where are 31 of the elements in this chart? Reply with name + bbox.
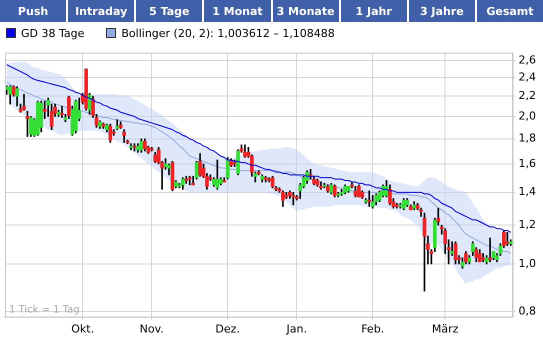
annotation: 1 Tick = 1 Tag <box>9 304 80 316</box>
y-tick-label: 1,6 <box>518 156 536 170</box>
y-tick-label: 2,6 <box>518 53 536 66</box>
y-tick-label: 1,0 <box>518 256 536 270</box>
candlestick <box>26 110 30 137</box>
x-tick-label: Okt. <box>71 322 94 336</box>
legend-label: GD 38 Tage <box>20 27 84 41</box>
candlestick <box>60 106 64 118</box>
candlestick <box>22 94 26 110</box>
y-tick-label: 1,2 <box>518 218 536 231</box>
text: Intraday <box>68 0 134 22</box>
y-tick-label: 1,8 <box>518 132 536 145</box>
text: Push <box>0 0 66 22</box>
y-tick-label: 2,0 <box>518 109 536 122</box>
y-tick-label: 2,2 <box>518 89 536 102</box>
x-tick-label: Nov. <box>140 322 164 336</box>
text: 1 Jahr <box>340 0 407 22</box>
legend-label: Bollinger (20, 2): 1,003612 – 1,108488 <box>120 27 335 41</box>
x-tick-label: Jan. <box>286 322 307 336</box>
x-tick-label: Feb. <box>361 322 384 336</box>
text: 5 Tage <box>136 0 202 22</box>
text: 1 Monat <box>204 0 270 22</box>
y-tick-label: 1,4 <box>518 185 536 198</box>
candlestick <box>488 238 492 262</box>
y-tick-label: 2,4 <box>518 70 536 84</box>
x-tick-label: März <box>432 322 459 336</box>
y-tick-label: 0,8 <box>518 304 536 318</box>
x-tick-label: Dez. <box>215 322 240 336</box>
text: 3 Jahre <box>408 0 475 22</box>
text: Gesamt <box>476 0 543 22</box>
text: 3 Monate <box>272 0 339 22</box>
